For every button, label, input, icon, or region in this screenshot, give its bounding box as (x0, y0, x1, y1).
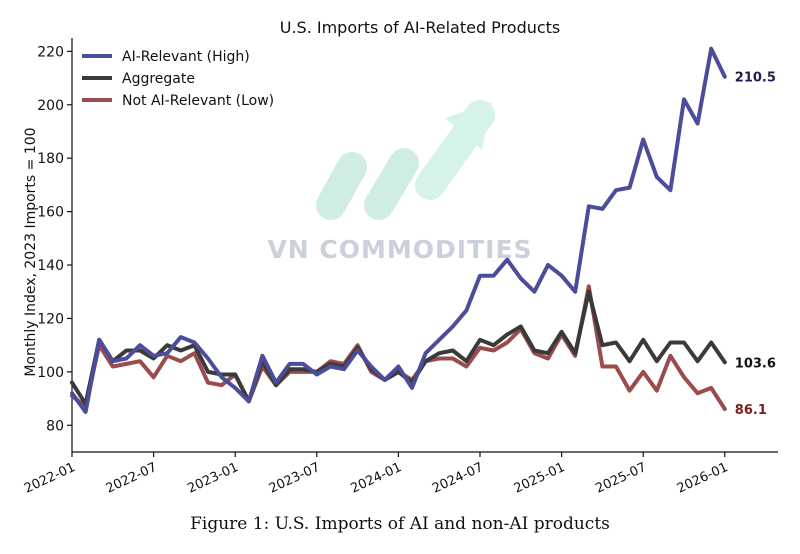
figure-caption: Figure 1: U.S. Imports of AI and non-AI … (190, 514, 610, 534)
chart-lines (70, 46, 727, 414)
legend-label-2: Not AI-Relevant (Low) (122, 93, 274, 109)
y-tick-label: 200 (37, 98, 64, 114)
series-end-label-0: 210.5 (735, 71, 776, 86)
watermark-logo (316, 100, 495, 220)
series-end-label-2: 86.1 (735, 403, 767, 418)
x-tick-label: 2026-01 (675, 460, 731, 497)
series-line-1 (70, 289, 727, 406)
x-tick-label: 2024-01 (349, 460, 405, 497)
y-tick-label: 140 (37, 258, 64, 274)
watermark-text: VN COMMODITIES (267, 235, 532, 264)
x-tick-label: 2024-07 (430, 460, 486, 497)
y-tick-label: 160 (37, 205, 64, 221)
y-axis-label: Monthly Index, 2023 Imports = 100 (23, 127, 39, 376)
legend-label-1: Aggregate (122, 71, 195, 87)
x-tick-label: 2025-01 (512, 460, 568, 497)
series-end-label-1: 103.6 (735, 356, 776, 371)
x-tick-label: 2022-01 (22, 460, 78, 497)
y-tick-label: 100 (37, 365, 64, 381)
end-labels: 86.1 103.6 210.5 (735, 71, 776, 418)
x-tick-label: 2023-01 (185, 460, 241, 497)
y-tick-label: 180 (37, 151, 64, 167)
series-line-0 (70, 46, 727, 414)
legend-label-0: AI-Relevant (High) (122, 49, 250, 65)
y-tick-label: 80 (46, 418, 64, 434)
x-tick-label: 2025-07 (593, 460, 649, 497)
x-tick-label: 2023-07 (267, 460, 323, 497)
x-tick-label: 2022-07 (104, 460, 160, 497)
y-tick-label: 120 (37, 311, 64, 327)
line-chart: U.S. Imports of AI-Related Products VN C… (22, 18, 778, 497)
chart-legend: AI-Relevant (High) Aggregate Not AI-Releva… (82, 49, 274, 109)
y-tick-label: 220 (37, 44, 64, 60)
chart-title: U.S. Imports of AI-Related Products (280, 18, 561, 37)
